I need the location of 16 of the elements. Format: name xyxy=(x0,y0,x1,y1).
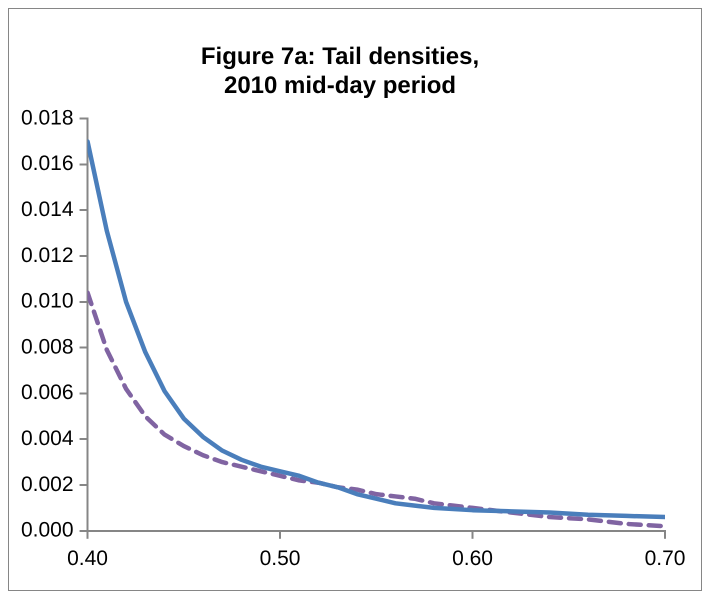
y-tick-label: 0.018 xyxy=(20,106,74,130)
y-tick-label: 0.008 xyxy=(20,335,74,358)
y-tick-label: 0.016 xyxy=(20,152,74,176)
x-tick-label: 0.60 xyxy=(452,547,493,570)
y-tick-label: 0.006 xyxy=(20,381,74,404)
chart-title: Figure 7a: Tail densities, 2010 mid-day period xyxy=(200,43,480,99)
x-tick-label: 0.50 xyxy=(260,547,300,570)
y-tick-label: 0.002 xyxy=(20,472,74,496)
y-tick-label: 0.004 xyxy=(20,426,74,450)
y-tick-label: 0.014 xyxy=(20,198,74,221)
line-series xyxy=(88,290,665,528)
y-tick-label: 0.000 xyxy=(20,518,74,542)
y-tick-label: 0.010 xyxy=(20,290,74,313)
x-tick-label: 0.70 xyxy=(644,547,686,570)
x-tick-label: 0.40 xyxy=(67,547,108,570)
y-tick-label: 0.012 xyxy=(20,244,74,267)
